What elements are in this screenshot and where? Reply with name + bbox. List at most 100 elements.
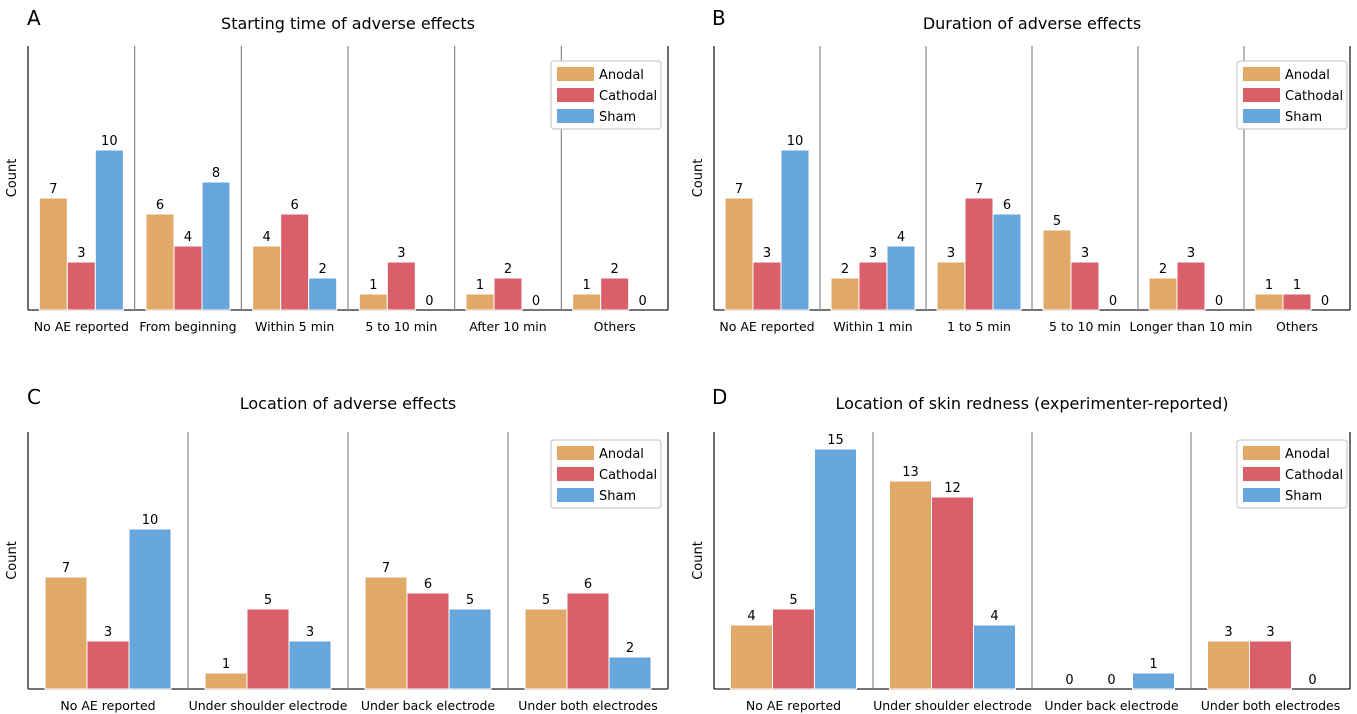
y-axis-label: Count: [691, 159, 706, 198]
legend-swatch-sham: [557, 109, 594, 123]
bar-value-label: 5: [1053, 214, 1061, 229]
bar-value-label: 7: [735, 182, 743, 197]
bar-value-label: 2: [319, 262, 327, 277]
bar-value-label: 3: [1224, 625, 1232, 640]
x-tick-label: Within 1 min: [833, 319, 912, 334]
x-tick-label: Within 5 min: [255, 319, 334, 334]
x-tick-label: No AE reported: [34, 319, 129, 334]
legend: Anodal Cathodal Sham: [550, 439, 662, 509]
bar-sham: [128, 528, 172, 690]
bar-anodal: [1148, 277, 1178, 311]
y-axis-label: Count: [5, 541, 20, 580]
bar-cathodal: [1176, 261, 1206, 311]
legend-label: Anodal: [599, 447, 644, 462]
bar-sham: [448, 608, 492, 690]
bar-anodal: [830, 277, 860, 311]
bar-sham: [308, 277, 338, 311]
bar-value-label: 1: [222, 657, 230, 672]
bar-value-label: 3: [397, 246, 405, 261]
bar-value-label: 4: [990, 609, 998, 624]
bar-value-label: 2: [611, 262, 619, 277]
bar-sham: [886, 245, 916, 311]
legend-label: Cathodal: [1285, 89, 1343, 104]
bar-anodal: [364, 576, 408, 690]
bar-anodal: [38, 197, 68, 311]
bar-cathodal: [964, 197, 994, 311]
x-tick-label: Under back electrode: [1044, 698, 1179, 713]
bar-value-label: 3: [763, 246, 771, 261]
bar-value-label: 1: [1265, 278, 1273, 293]
bar-value-label: 1: [369, 278, 377, 293]
bar-cathodal: [772, 608, 815, 690]
legend-swatch-anodal: [1243, 67, 1280, 81]
bar-value-label: 1: [476, 278, 484, 293]
legend-swatch-cathodal: [557, 88, 594, 102]
bar-value-label: 3: [869, 246, 877, 261]
legend: Anodal Cathodal Sham: [1236, 60, 1348, 130]
bar-anodal: [358, 293, 388, 311]
bar-value-label: 0: [1308, 673, 1316, 688]
bar-value-label: 4: [897, 230, 905, 245]
x-tick-label: Under back electrode: [361, 698, 496, 713]
bar-anodal: [145, 213, 175, 311]
bar-sham: [201, 181, 231, 311]
bar-value-label: 3: [1266, 625, 1274, 640]
bar-value-label: 2: [841, 262, 849, 277]
bar-cathodal: [566, 592, 610, 690]
bar-sham: [288, 640, 332, 690]
bar-value-label: 6: [1003, 198, 1011, 213]
bar-cathodal: [752, 261, 782, 311]
bar-cathodal: [1282, 293, 1312, 311]
legend-label: Cathodal: [599, 468, 657, 483]
chart-title: Duration of adverse effects: [923, 14, 1141, 33]
x-tick-label: From beginning: [139, 319, 236, 334]
bar-value-label: 1: [1149, 657, 1157, 672]
bar-sham: [780, 149, 810, 311]
bar-anodal: [204, 672, 248, 690]
bar-value-label: 10: [787, 134, 804, 149]
bar-anodal: [1254, 293, 1284, 311]
x-tick-label: Under shoulder electrode: [873, 698, 1032, 713]
chart-title: Location of adverse effects: [240, 394, 457, 413]
bar-anodal: [724, 197, 754, 311]
bar-cathodal: [858, 261, 888, 311]
bar-value-label: 3: [77, 246, 85, 261]
bar-value-label: 2: [626, 641, 634, 656]
bar-anodal: [936, 261, 966, 311]
x-tick-label: Others: [1276, 319, 1318, 334]
chart-panel-c: C Location of adverse effects Count No AE r…: [5, 385, 669, 713]
bar-value-label: 3: [947, 246, 955, 261]
legend-swatch-cathodal: [1243, 88, 1280, 102]
bar-anodal: [730, 624, 773, 690]
bar-value-label: 0: [1107, 673, 1115, 688]
panel-letter: C: [27, 385, 41, 409]
y-axis-label: Count: [691, 541, 706, 580]
x-tick-label: Under both electrodes: [518, 698, 657, 713]
bar-cathodal: [66, 261, 96, 311]
bar-value-label: 10: [142, 513, 159, 528]
bar-value-label: 7: [49, 182, 57, 197]
bar-value-label: 12: [944, 481, 961, 496]
bar-value-label: 5: [264, 593, 272, 608]
bar-value-label: 6: [291, 198, 299, 213]
bar-cathodal: [86, 640, 130, 690]
bar-value-label: 5: [466, 593, 474, 608]
chart-panel-b: B Duration of adverse effects Count No AE r…: [691, 6, 1351, 334]
panel-letter: B: [712, 6, 726, 30]
bar-value-label: 15: [827, 433, 844, 448]
x-tick-label: 5 to 10 min: [1049, 319, 1121, 334]
legend-swatch-sham: [557, 488, 594, 502]
bar-value-label: 1: [1293, 278, 1301, 293]
bar-anodal: [1207, 640, 1250, 690]
bar-anodal: [889, 480, 932, 690]
bar-value-label: 6: [584, 577, 592, 592]
bar-cathodal: [931, 496, 974, 690]
bar-sham: [608, 656, 652, 690]
legend: Anodal Cathodal Sham: [1236, 439, 1348, 509]
legend-swatch-sham: [1243, 109, 1280, 123]
legend-label: Sham: [599, 489, 636, 504]
x-tick-label: 1 to 5 min: [947, 319, 1011, 334]
bar-value-label: 0: [1109, 294, 1117, 309]
bar-value-label: 4: [263, 230, 271, 245]
